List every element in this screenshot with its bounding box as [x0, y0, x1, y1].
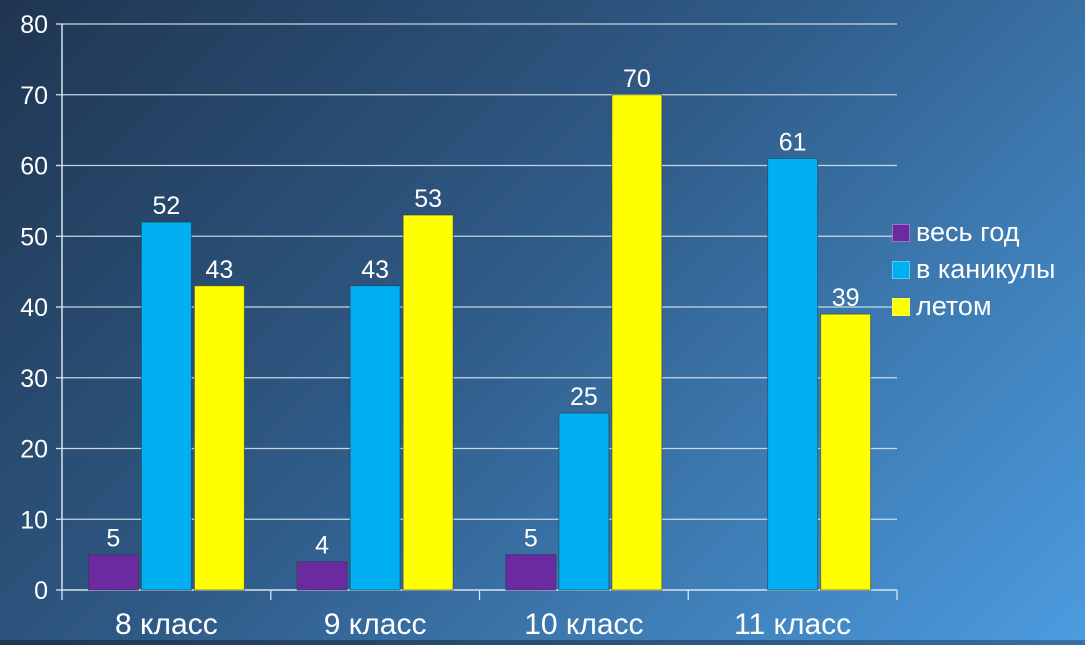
y-tick-label: 30: [20, 365, 48, 393]
y-tick-label: 70: [20, 82, 48, 110]
legend-label-series-1: весь год: [916, 217, 1020, 247]
y-tick-label: 80: [20, 11, 48, 39]
legend-swatch-series-2: [892, 260, 910, 279]
bar: [87, 554, 139, 591]
bar: [820, 313, 872, 591]
bar-value-label: 61: [779, 128, 807, 156]
bar-value-label: 25: [570, 383, 598, 411]
y-tick-label: 60: [20, 153, 48, 181]
bar-value-label: 43: [205, 256, 233, 284]
bar: [505, 554, 557, 591]
bar: [767, 157, 819, 591]
bar: [611, 94, 663, 591]
x-tick-label: 9 класс: [324, 608, 427, 640]
legend-label-series-3: летом: [916, 291, 992, 321]
bar-value-label: 52: [152, 192, 180, 220]
legend-label-series-2: в каникулы: [916, 254, 1056, 284]
bar-value-label: 4: [315, 532, 329, 560]
bar-value-label: 39: [832, 284, 860, 312]
y-tick-label: 50: [20, 223, 48, 251]
bar-value-label: 5: [106, 525, 120, 553]
bar: [140, 221, 192, 591]
y-tick-label: 0: [34, 577, 48, 605]
legend-item-series-3: летом: [892, 288, 1055, 325]
bar: [558, 412, 610, 591]
y-tick-label: 10: [20, 506, 48, 534]
bar-value-label: 70: [623, 65, 651, 93]
bar: [193, 285, 245, 591]
x-tick-label: 8 класс: [115, 608, 218, 640]
y-tick-label: 20: [20, 436, 48, 464]
y-tick-label: 40: [20, 294, 48, 322]
x-tick-label: 10 класс: [524, 608, 643, 640]
bar: [349, 285, 401, 591]
legend-swatch-series-1: [892, 223, 910, 242]
legend: весь год в каникулы летом: [892, 214, 1055, 325]
bar: [402, 214, 454, 591]
bar-value-label: 5: [524, 525, 538, 553]
bar-value-label: 53: [414, 185, 442, 213]
bar: [296, 561, 348, 591]
x-tick-label: 11 класс: [734, 608, 851, 640]
bar-value-label: 43: [361, 256, 389, 284]
legend-swatch-series-3: [892, 297, 910, 316]
legend-item-series-2: в каникулы: [892, 251, 1055, 288]
legend-item-series-1: весь год: [892, 214, 1055, 251]
